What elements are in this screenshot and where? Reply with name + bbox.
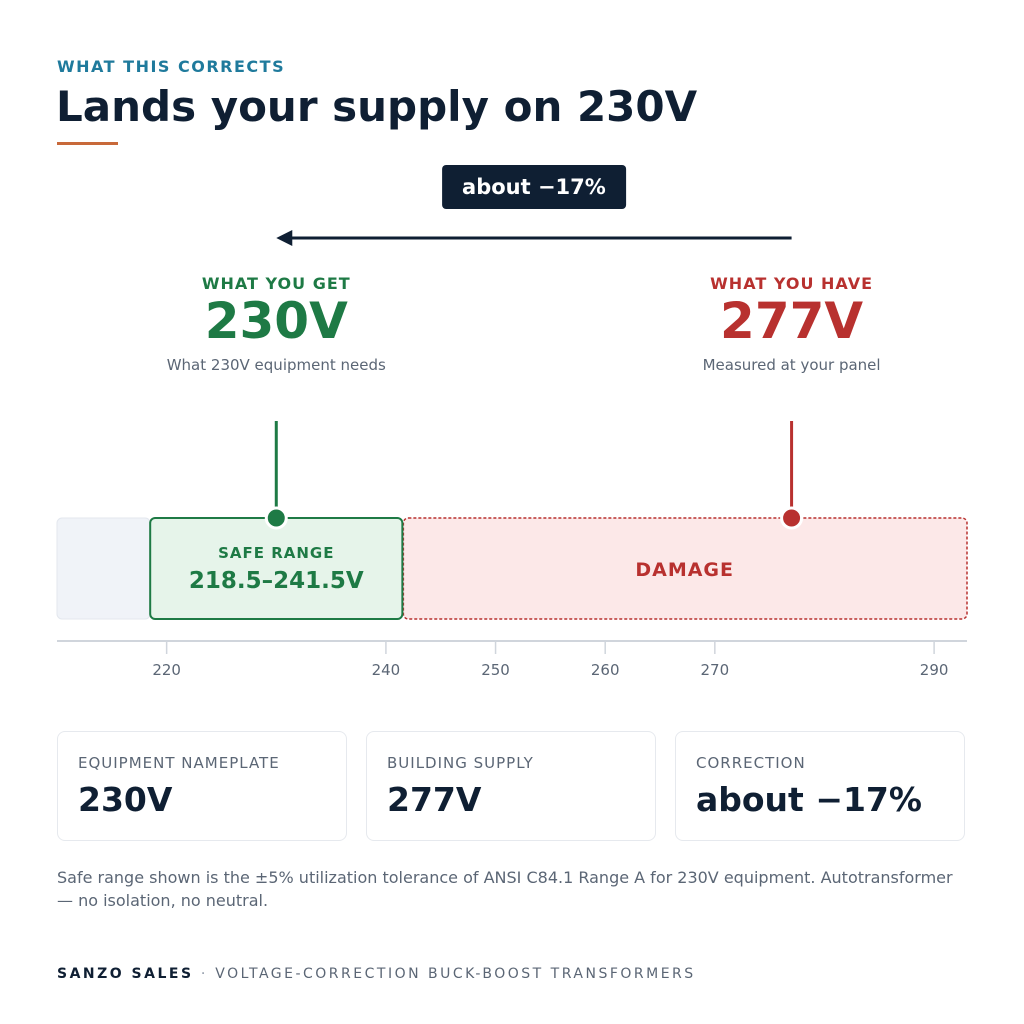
- separator: ·: [200, 966, 208, 982]
- card-label: CORRECTION: [696, 754, 806, 772]
- title-underline: [57, 142, 118, 145]
- below-range-zone: [56, 517, 151, 620]
- summary-card: CORRECTION about −17%: [675, 731, 965, 841]
- card-label: BUILDING SUPPLY: [387, 754, 534, 772]
- summary-card: BUILDING SUPPLY 277V: [366, 731, 656, 841]
- footnote: Safe range shown is the ±5% utilization …: [57, 868, 953, 910]
- get-note: What 230V equipment needs: [166, 356, 386, 374]
- get-marker: [264, 506, 288, 530]
- title: Lands your supply on 230V: [56, 82, 698, 131]
- arrow-head: [276, 230, 293, 246]
- tick-label: 270: [701, 661, 730, 679]
- card-value: about −17%: [696, 780, 922, 819]
- get-value: 230V: [204, 292, 348, 350]
- have-label: WHAT YOU HAVE: [710, 274, 873, 293]
- safe-label: SAFE RANGE: [218, 544, 334, 562]
- have-marker: [780, 506, 804, 530]
- brand: SANZO SALES: [57, 966, 194, 982]
- card-value: 230V: [78, 780, 173, 819]
- summary-card: EQUIPMENT NAMEPLATE 230V: [57, 731, 347, 841]
- change-badge: about −17%: [442, 165, 626, 209]
- tick-label: 260: [591, 661, 620, 679]
- footer: SANZO SALES · VOLTAGE-CORRECTION BUCK-BO…: [57, 966, 696, 982]
- tick-label: 250: [481, 661, 510, 679]
- have-value: 277V: [720, 292, 864, 350]
- eyebrow: WHAT THIS CORRECTS: [57, 57, 286, 76]
- tick-label: 220: [152, 661, 181, 679]
- damage-label: DAMAGE: [635, 559, 734, 581]
- tagline: VOLTAGE-CORRECTION BUCK-BOOST TRANSFORME…: [215, 966, 696, 982]
- tick-label: 290: [920, 661, 949, 679]
- scale-graphic: SAFE RANGE 218.5–241.5V DAMAGE 220 240 250 260…: [56, 230, 968, 679]
- tick-label: 240: [372, 661, 401, 679]
- card-value: 277V: [387, 780, 482, 819]
- have-note: Measured at your panel: [702, 356, 881, 374]
- card-label: EQUIPMENT NAMEPLATE: [78, 754, 280, 772]
- safe-range-label: 218.5–241.5V: [189, 568, 364, 594]
- get-label: WHAT YOU GET: [201, 274, 351, 293]
